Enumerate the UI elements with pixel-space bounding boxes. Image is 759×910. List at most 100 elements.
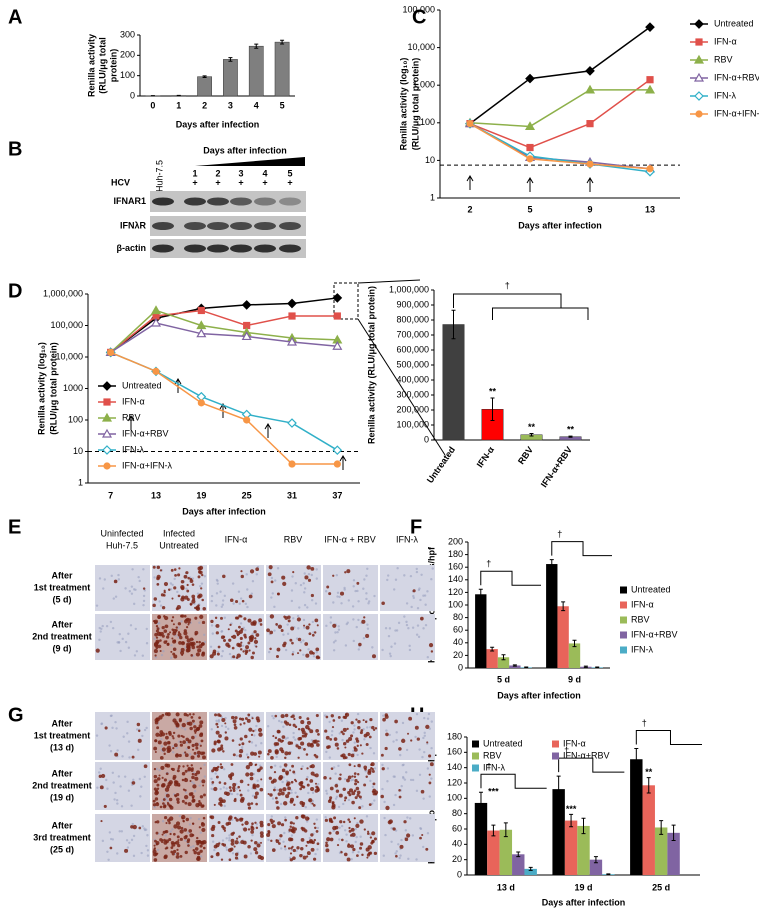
stained-cell [361, 853, 364, 857]
stained-cell [202, 606, 207, 611]
stained-cell [240, 840, 245, 845]
stained-cell [156, 726, 160, 730]
stained-cell [183, 828, 188, 832]
legend-label: Untreated [631, 584, 671, 594]
stained-cell [316, 743, 320, 747]
legend-label: IFN-λ [483, 762, 505, 772]
stained-cell [313, 774, 316, 777]
nucleus [105, 624, 109, 628]
nucleus [415, 633, 419, 636]
nucleus [382, 854, 385, 857]
nucleus [371, 646, 374, 649]
marker [693, 54, 705, 64]
nucleus [394, 852, 397, 855]
stained-cell [165, 640, 168, 643]
nucleus [254, 744, 258, 747]
stained-cell [167, 632, 170, 636]
nucleus [171, 751, 175, 754]
stained-cell [260, 841, 263, 844]
stained-cell [269, 793, 273, 797]
nucleus [290, 589, 294, 592]
stained-cell [164, 763, 169, 768]
stained-cell [374, 792, 378, 796]
row-label: (25 d) [50, 844, 74, 854]
stained-cell [255, 567, 260, 572]
nucleus [192, 722, 196, 726]
stained-cell [388, 819, 393, 824]
stained-cell [305, 724, 310, 730]
stained-cell [153, 787, 157, 791]
marker [585, 66, 595, 76]
stained-cell [175, 793, 180, 797]
stained-cell [270, 821, 274, 825]
nucleus [277, 719, 281, 723]
legend-label: IFN-α+RBV [563, 750, 609, 760]
nucleus [314, 602, 318, 605]
nucleus [95, 604, 99, 607]
stained-cell [253, 639, 259, 644]
nucleus [223, 804, 226, 808]
stained-cell [159, 805, 163, 809]
stained-cell [171, 616, 175, 619]
stained-cell [220, 765, 224, 769]
marker [332, 445, 343, 456]
stained-cell [239, 648, 243, 651]
nucleus [342, 802, 345, 806]
stained-cell [329, 777, 332, 780]
comparison-mark: † [564, 745, 569, 755]
stained-cell [195, 746, 199, 750]
stained-cell [260, 778, 263, 781]
significance-label: *** [566, 804, 577, 814]
nucleus [383, 800, 386, 804]
x-tick-label: 13 [151, 490, 161, 500]
nucleus [407, 857, 410, 861]
nucleus [239, 622, 243, 625]
bar [524, 868, 537, 875]
column-label: Infected [163, 528, 195, 538]
stained-cell [316, 787, 320, 790]
error-bar [524, 666, 529, 669]
stained-cell [344, 796, 348, 800]
stained-cell [352, 847, 356, 852]
nucleus [284, 848, 287, 851]
nucleus [400, 784, 403, 788]
error-bar [254, 43, 259, 49]
nucleus [332, 641, 336, 644]
stained-cell [161, 840, 164, 844]
stained-cell [170, 767, 174, 771]
nucleus [389, 654, 392, 658]
stained-cell [366, 856, 369, 859]
stained-cell [354, 778, 358, 783]
error-bar [583, 665, 588, 668]
stained-cell [235, 656, 239, 659]
x-tick-label: 4 [254, 100, 259, 110]
stained-cell [248, 761, 253, 767]
stained-cell [356, 744, 359, 747]
stained-cell [231, 646, 235, 650]
stained-cell [234, 856, 239, 860]
stained-cell [367, 832, 370, 835]
panel-letter: E [8, 516, 21, 538]
nucleus [111, 771, 115, 775]
stained-cell [156, 789, 159, 792]
stained-cell [365, 847, 370, 852]
stained-cell [358, 642, 362, 647]
nucleus [366, 623, 369, 626]
error-bar [529, 433, 534, 437]
stained-cell [267, 792, 270, 796]
nucleus [244, 629, 247, 632]
legend-label: IFN-λ [714, 90, 736, 100]
nucleus [164, 834, 167, 837]
stained-cell [172, 737, 175, 740]
nucleus [350, 858, 353, 861]
nucleus [240, 746, 244, 749]
nucleus [203, 775, 206, 778]
error-bar [646, 777, 651, 794]
x-tick-label: 7 [108, 490, 113, 500]
stained-cell [310, 566, 315, 571]
stained-cell [201, 821, 204, 825]
stained-cell [311, 633, 315, 637]
nucleus [415, 712, 419, 716]
stained-cell [194, 847, 199, 851]
arrow [526, 177, 534, 192]
